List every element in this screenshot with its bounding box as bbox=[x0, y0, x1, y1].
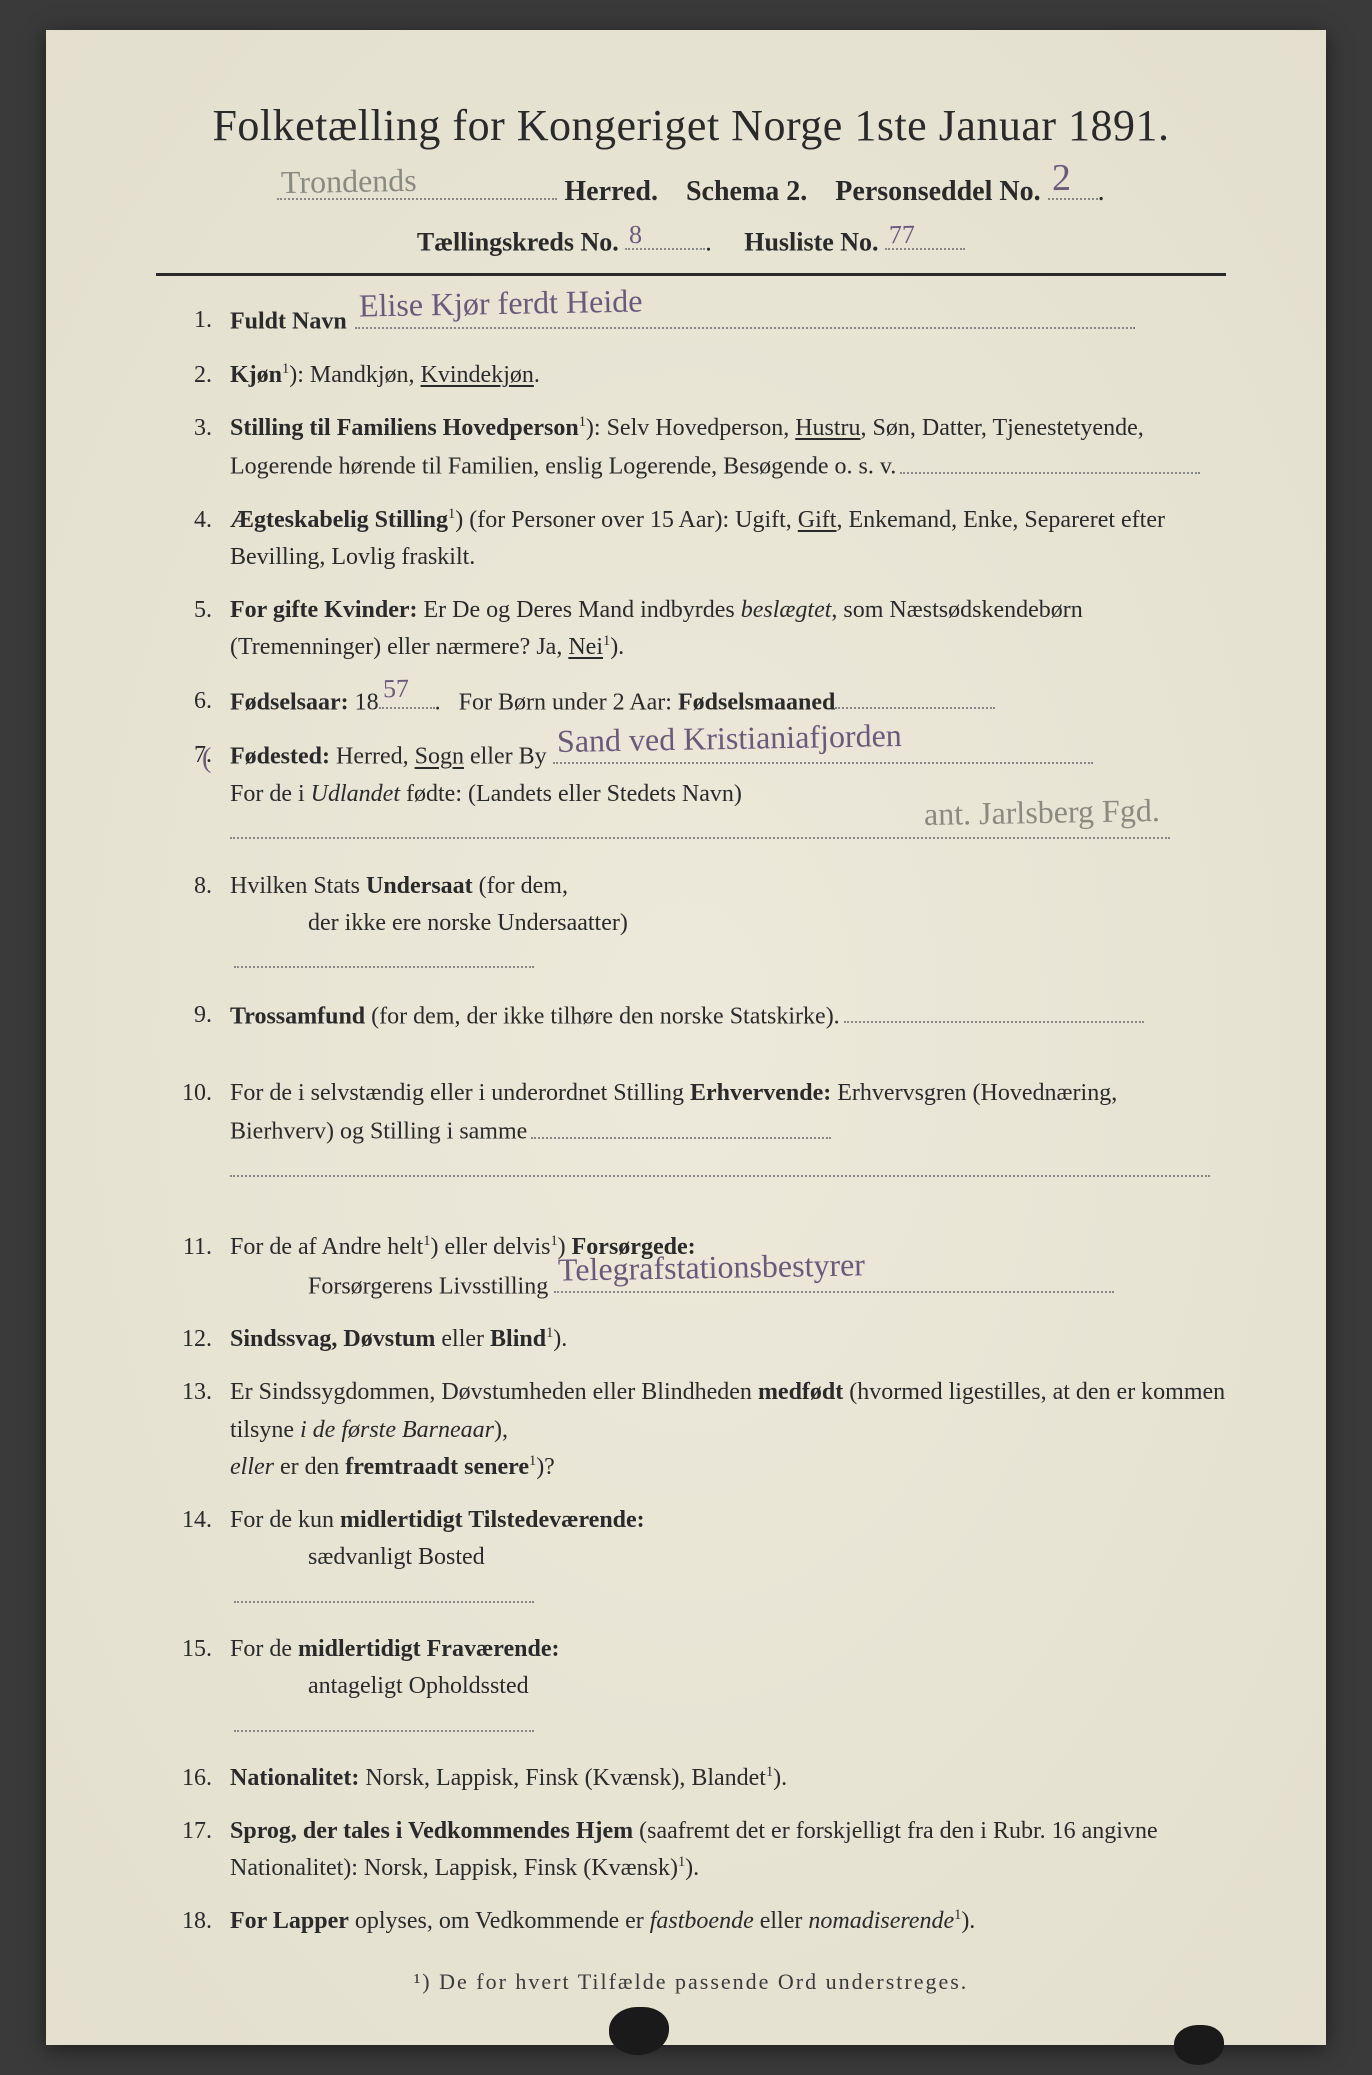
question-item: 17.Sprog, der tales i Vedkommendes Hjem … bbox=[166, 1813, 1226, 1887]
answer-line bbox=[844, 997, 1144, 1023]
question-number: 2. bbox=[166, 357, 230, 394]
question-number: 7. bbox=[166, 737, 230, 774]
kreds-fill: 8 bbox=[625, 222, 705, 251]
question-number: 6. bbox=[166, 683, 230, 720]
footnote: ¹) De for hvert Tilfælde passende Ord un… bbox=[156, 1969, 1226, 1995]
question-body: For Lapper oplyses, om Vedkommende er fa… bbox=[230, 1903, 1226, 1940]
question-number: 9. bbox=[166, 997, 230, 1034]
question-item: 5.For gifte Kvinder: Er De og Deres Mand… bbox=[166, 592, 1226, 666]
divider bbox=[156, 273, 1226, 276]
husliste-label: Husliste No. bbox=[744, 227, 878, 256]
question-body: Fuldt Navn Elise Kjør ferdt Heide bbox=[230, 302, 1226, 341]
question-body: Kjøn1): Mandkjøn, Kvindekjøn. bbox=[230, 357, 1226, 394]
question-body: For de midlertidigt Fraværende:antagelig… bbox=[230, 1631, 1226, 1744]
brace-icon: ( bbox=[202, 737, 211, 780]
question-item: 12.Sindssvag, Døvstum eller Blind1). bbox=[166, 1321, 1226, 1358]
personseddel-label: Personseddel No. bbox=[835, 176, 1040, 207]
question-number: 17. bbox=[166, 1813, 230, 1850]
header-line-2: Trondends Herred. Schema 2. Personseddel… bbox=[156, 169, 1226, 208]
kreds-label: Tællingskreds No. bbox=[417, 227, 619, 256]
question-number: 12. bbox=[166, 1321, 230, 1358]
question-body: (Fødested: Herred, Sogn eller By Sand ve… bbox=[230, 737, 1226, 851]
question-number: 1. bbox=[166, 302, 230, 339]
question-number: 13. bbox=[166, 1374, 230, 1411]
question-item: 4.Ægteskabelig Stilling1) (for Personer … bbox=[166, 502, 1226, 576]
question-number: 3. bbox=[166, 410, 230, 447]
answer-line bbox=[531, 1112, 831, 1138]
question-body: Hvilken Stats Undersaat (for dem,der ikk… bbox=[230, 868, 1226, 981]
question-body: For de af Andre helt1) eller delvis1) Fo… bbox=[230, 1229, 1226, 1305]
question-item: 16.Nationalitet: Norsk, Lappisk, Finsk (… bbox=[166, 1760, 1226, 1797]
question-item: 1.Fuldt Navn Elise Kjør ferdt Heide bbox=[166, 302, 1226, 341]
census-form: Folketælling for Kongeriget Norge 1ste J… bbox=[46, 30, 1326, 2045]
answer-line bbox=[234, 1576, 534, 1602]
question-body: Nationalitet: Norsk, Lappisk, Finsk (Kvæ… bbox=[230, 1760, 1226, 1797]
question-number: 8. bbox=[166, 868, 230, 905]
herred-handwritten: Trondends bbox=[281, 162, 417, 201]
question-body: Sindssvag, Døvstum eller Blind1). bbox=[230, 1321, 1226, 1358]
question-number: 11. bbox=[166, 1229, 230, 1266]
question-body: Ægteskabelig Stilling1) (for Personer ov… bbox=[230, 502, 1226, 576]
question-body: For gifte Kvinder: Er De og Deres Mand i… bbox=[230, 592, 1226, 666]
handwritten-answer: Elise Kjør ferdt Heide bbox=[358, 277, 642, 332]
question-number: 14. bbox=[166, 1502, 230, 1539]
answer-line bbox=[234, 942, 534, 968]
answer-line bbox=[230, 1151, 1210, 1177]
form-title: Folketælling for Kongeriget Norge 1ste J… bbox=[156, 100, 1226, 151]
ink-blot-icon bbox=[609, 2007, 669, 2055]
question-item: 10.For de i selvstændig eller i underord… bbox=[166, 1075, 1226, 1189]
question-item: 15.For de midlertidigt Fraværende:antage… bbox=[166, 1631, 1226, 1744]
answer-line: Elise Kjør ferdt Heide bbox=[355, 302, 1135, 328]
question-item: 18.For Lapper oplyses, om Vedkommende er… bbox=[166, 1903, 1226, 1940]
answer-line bbox=[234, 1705, 534, 1731]
person-no-hw: 2 bbox=[1051, 156, 1071, 200]
question-body: Stilling til Familiens Hovedperson1): Se… bbox=[230, 410, 1226, 486]
field-label: Fuldt Navn bbox=[230, 309, 347, 335]
question-number: 15. bbox=[166, 1631, 230, 1668]
question-item: 13.Er Sindssygdommen, Døvstumheden eller… bbox=[166, 1374, 1226, 1486]
herred-fill: Trondends bbox=[277, 169, 557, 200]
question-item: 3.Stilling til Familiens Hovedperson1): … bbox=[166, 410, 1226, 486]
question-number: 18. bbox=[166, 1903, 230, 1940]
header-line-3: Tællingskreds No. 8 . Husliste No. 77 bbox=[156, 222, 1226, 258]
question-number: 4. bbox=[166, 502, 230, 539]
person-no-fill: 2 bbox=[1048, 169, 1098, 200]
question-item: 8.Hvilken Stats Undersaat (for dem,der i… bbox=[166, 868, 1226, 981]
kreds-hw: 8 bbox=[629, 220, 643, 250]
answer-line bbox=[900, 447, 1200, 473]
question-body: For de i selvstændig eller i underordnet… bbox=[230, 1075, 1226, 1189]
question-body: Sprog, der tales i Vedkommendes Hjem (sa… bbox=[230, 1813, 1226, 1887]
question-item: 2.Kjøn1): Mandkjøn, Kvindekjøn. bbox=[166, 357, 1226, 394]
question-body: Trossamfund (for dem, der ikke tilhøre d… bbox=[230, 997, 1226, 1036]
question-number: 5. bbox=[166, 592, 230, 629]
question-item: 9.Trossamfund (for dem, der ikke tilhøre… bbox=[166, 997, 1226, 1036]
question-list: 1.Fuldt Navn Elise Kjør ferdt Heide 2.Kjøn… bbox=[156, 302, 1226, 1940]
schema-label: Schema 2. bbox=[686, 176, 807, 207]
question-item: 7.(Fødested: Herred, Sogn eller By Sand … bbox=[166, 737, 1226, 851]
question-number: 10. bbox=[166, 1075, 230, 1112]
question-body: Er Sindssygdommen, Døvstumheden eller Bl… bbox=[230, 1374, 1226, 1486]
question-number: 16. bbox=[166, 1760, 230, 1797]
herred-label: Herred. bbox=[564, 176, 658, 207]
question-item: 14.For de kun midlertidigt Tilstedeværen… bbox=[166, 1502, 1226, 1615]
question-body: For de kun midlertidigt Tilstedeværende:… bbox=[230, 1502, 1226, 1615]
husliste-fill: 77 bbox=[885, 222, 965, 251]
husliste-hw: 77 bbox=[889, 220, 916, 250]
question-item: 11.For de af Andre helt1) eller delvis1)… bbox=[166, 1229, 1226, 1305]
ink-blot-icon bbox=[1174, 2025, 1224, 2065]
